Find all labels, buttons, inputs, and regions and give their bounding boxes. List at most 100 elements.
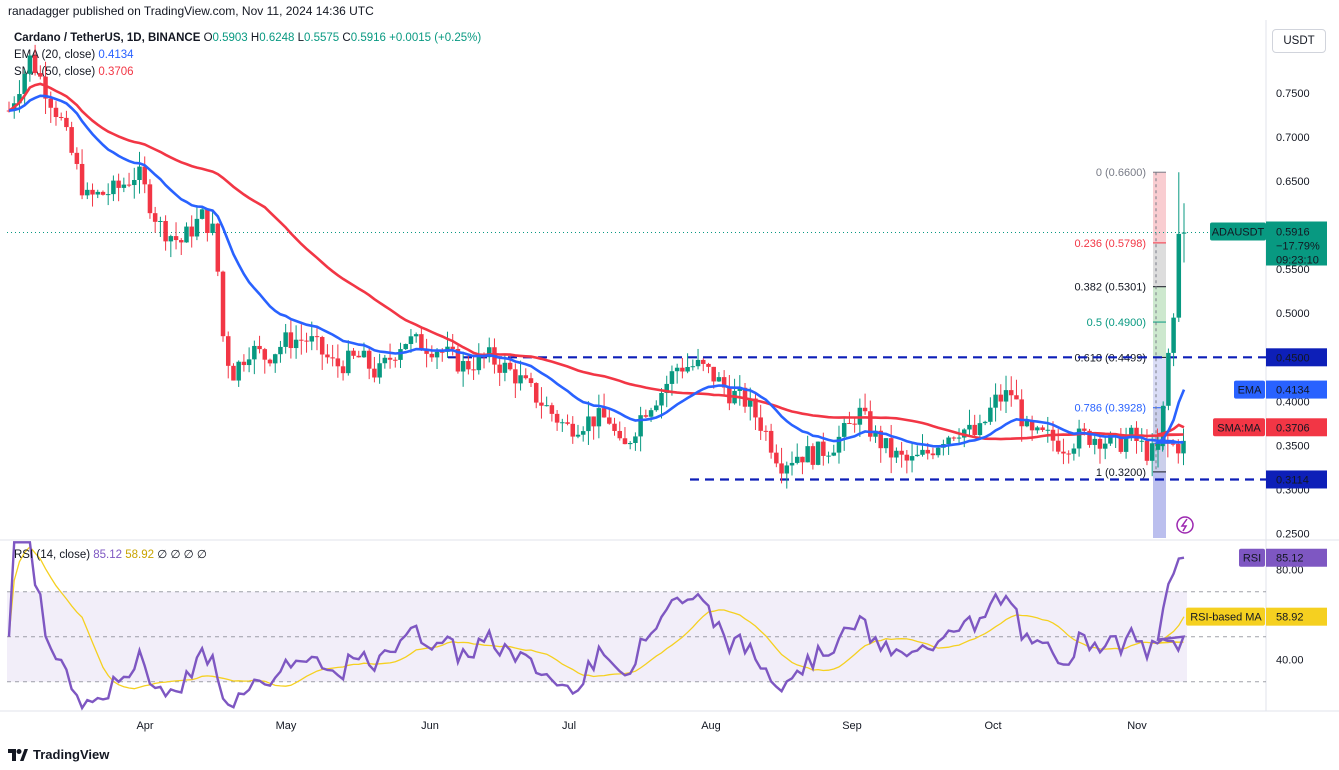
- candle-body: [413, 334, 419, 337]
- tradingview-logo-text: TradingView: [33, 747, 110, 762]
- currency-button[interactable]: USDT: [1272, 29, 1326, 53]
- candle-body: [366, 350, 372, 369]
- rsi-ma-value-text: 58.92: [1276, 612, 1304, 624]
- fib-extension-zone: [1153, 471, 1166, 538]
- candle-body: [580, 431, 586, 435]
- candle-body: [22, 73, 27, 95]
- tradingview-logo-icon: [8, 748, 28, 761]
- candle-body: [111, 180, 116, 195]
- candle-body: [1008, 390, 1014, 396]
- time-tick-label: Jul: [562, 720, 576, 732]
- candle-body: [560, 422, 565, 424]
- candle-body: [925, 449, 930, 454]
- price-tick-label: 0.3500: [1276, 440, 1310, 452]
- fib-zone: [1153, 286, 1166, 323]
- indicator-tag-text: EMA: [1238, 385, 1263, 397]
- time-tick-label: Jun: [421, 720, 439, 732]
- tradingview-logo[interactable]: TradingView: [8, 747, 109, 762]
- candle-body: [340, 366, 346, 374]
- candle-body: [648, 410, 654, 417]
- candle-body: [607, 417, 612, 424]
- lightning-alert-icon: [1176, 516, 1194, 534]
- lightning-bolt: [1180, 518, 1188, 532]
- candle-body: [1108, 434, 1113, 444]
- candle-body: [805, 446, 810, 463]
- candle-body: [1149, 443, 1155, 461]
- candle-body: [116, 180, 121, 188]
- fib-level-label: 0.382 (0.5301): [1074, 282, 1146, 294]
- candle-body: [873, 430, 878, 437]
- candle-body: [471, 369, 476, 371]
- candle-body: [95, 191, 100, 195]
- high-label: H: [250, 32, 260, 44]
- candle-body: [972, 424, 977, 436]
- time-tick-label: May: [276, 720, 297, 732]
- candle-body: [768, 430, 774, 453]
- candle-body: [502, 362, 508, 373]
- indicator-price-badge: [1266, 418, 1327, 437]
- candle-body: [721, 377, 727, 388]
- candle-body: [539, 402, 544, 406]
- candle-body: [680, 367, 685, 372]
- candle-body: [988, 407, 993, 422]
- candle-body: [424, 350, 429, 354]
- fib-level-label: 1 (0.3200): [1096, 467, 1146, 479]
- candle-body: [617, 430, 622, 439]
- candle-body: [1123, 437, 1129, 452]
- candle-body: [476, 354, 482, 371]
- candle-body: [549, 405, 555, 414]
- candle-body: [706, 363, 711, 367]
- candle-body: [220, 271, 226, 337]
- candle-body: [6, 110, 12, 112]
- bar-countdown: 09:23:10: [1276, 255, 1319, 267]
- rsi-ma-line: [8, 545, 1185, 690]
- candle-body: [121, 184, 127, 188]
- candle-body: [779, 463, 784, 474]
- candle-body: [126, 184, 132, 186]
- candle-body: [774, 452, 779, 464]
- candle-body: [998, 394, 1004, 402]
- candle-body: [1144, 440, 1150, 461]
- candle-body: [586, 416, 591, 432]
- candle-body: [711, 366, 716, 382]
- candle-body: [293, 339, 299, 349]
- candle-body: [319, 337, 325, 355]
- rsi-ma-value-badge: [1266, 607, 1327, 626]
- high-value: 0.6248: [259, 32, 295, 44]
- candle-body: [685, 366, 690, 372]
- candle-body: [1155, 443, 1161, 450]
- close-label: C: [342, 32, 351, 44]
- publisher-caption: ranadagger published on TradingView.com,…: [8, 4, 374, 18]
- candle-body: [184, 226, 189, 243]
- candle-body: [633, 436, 638, 443]
- candle-body: [377, 363, 382, 378]
- candle-body: [554, 413, 560, 423]
- candle-body: [810, 446, 816, 465]
- candle-body: [142, 166, 147, 185]
- candle-body: [716, 377, 722, 382]
- candle-body: [1171, 317, 1176, 353]
- candle-body: [205, 209, 210, 233]
- time-tick-label: Aug: [701, 720, 721, 732]
- candle-body: [669, 371, 675, 384]
- candle-body: [915, 454, 920, 457]
- candle-body: [841, 423, 847, 437]
- candle-body: [168, 236, 174, 242]
- fib-zone: [1153, 242, 1166, 287]
- candle-body: [904, 454, 910, 461]
- candle-body: [69, 127, 74, 153]
- candle-body: [278, 346, 283, 355]
- candle-body: [909, 456, 915, 461]
- candle-body: [977, 423, 983, 436]
- candle-body: [1014, 395, 1019, 400]
- candle-body: [132, 179, 137, 186]
- candle-body: [570, 423, 576, 437]
- candle-body: [90, 189, 95, 195]
- candle-body: [17, 94, 22, 104]
- symbol-tag-text: ADAUSDT: [1212, 227, 1265, 239]
- candle-body: [199, 209, 205, 219]
- candle-body: [1166, 352, 1171, 406]
- candle-body: [690, 366, 696, 368]
- candle-body: [747, 398, 753, 407]
